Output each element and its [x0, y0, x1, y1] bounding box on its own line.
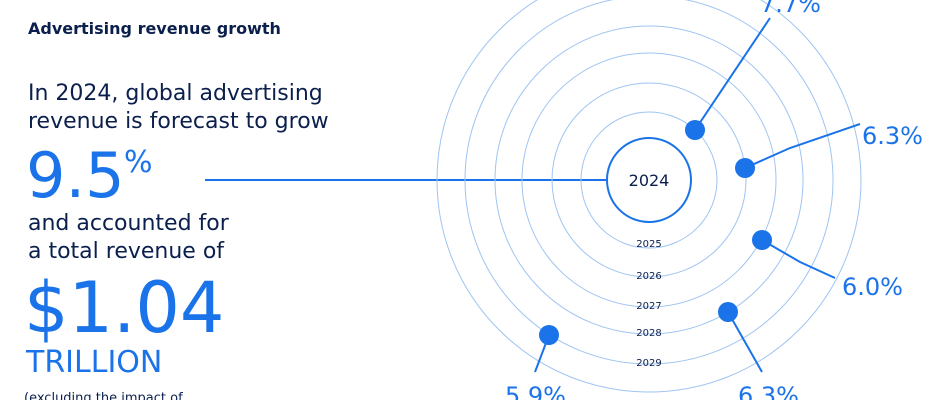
ring-growth: 7.7%: [760, 0, 821, 18]
ring-dot: [685, 120, 705, 140]
rings: [436, 0, 862, 393]
ring: [464, 0, 834, 365]
ring-growth: 6.3%: [738, 382, 799, 400]
ring: [551, 82, 747, 278]
ring-dot: [735, 158, 755, 178]
ring-dot: [718, 302, 738, 322]
ring-dot: [752, 230, 772, 250]
intro-line: revenue is forecast to grow: [28, 109, 329, 134]
center-circle: [606, 137, 692, 223]
center-year: 2024: [629, 171, 670, 190]
leader: [744, 123, 861, 169]
ring-year: 2027: [636, 301, 661, 312]
growth-value: 9.5: [26, 139, 125, 212]
ring: [494, 25, 804, 335]
title: Advertising revenue growth: [28, 19, 281, 38]
ring-year: 2028: [636, 328, 661, 339]
ring-year: 2026: [636, 271, 661, 282]
ring: [436, 0, 862, 393]
ring-year: 2029: [636, 358, 661, 369]
ring-growth: 5.9%: [505, 382, 566, 400]
note: (excluding the impact of: [24, 391, 183, 400]
ring: [521, 52, 777, 308]
leader: [694, 17, 771, 131]
intro-line: a total revenue of: [28, 239, 225, 264]
intro-line: and accounted for: [28, 211, 230, 236]
revenue-value: $1.04: [24, 267, 224, 349]
intro-line: In 2024, global advertising: [28, 81, 323, 106]
ring-growth: 6.0%: [842, 273, 903, 301]
ring-dot: [539, 325, 559, 345]
revenue-unit: TRILLION: [25, 345, 162, 380]
growth-unit: %: [124, 145, 153, 180]
leader: [761, 239, 836, 279]
ring: [580, 111, 718, 249]
leader: [727, 311, 763, 373]
ring-growth: 6.3%: [862, 122, 923, 150]
ring-year: 2025: [636, 239, 661, 250]
